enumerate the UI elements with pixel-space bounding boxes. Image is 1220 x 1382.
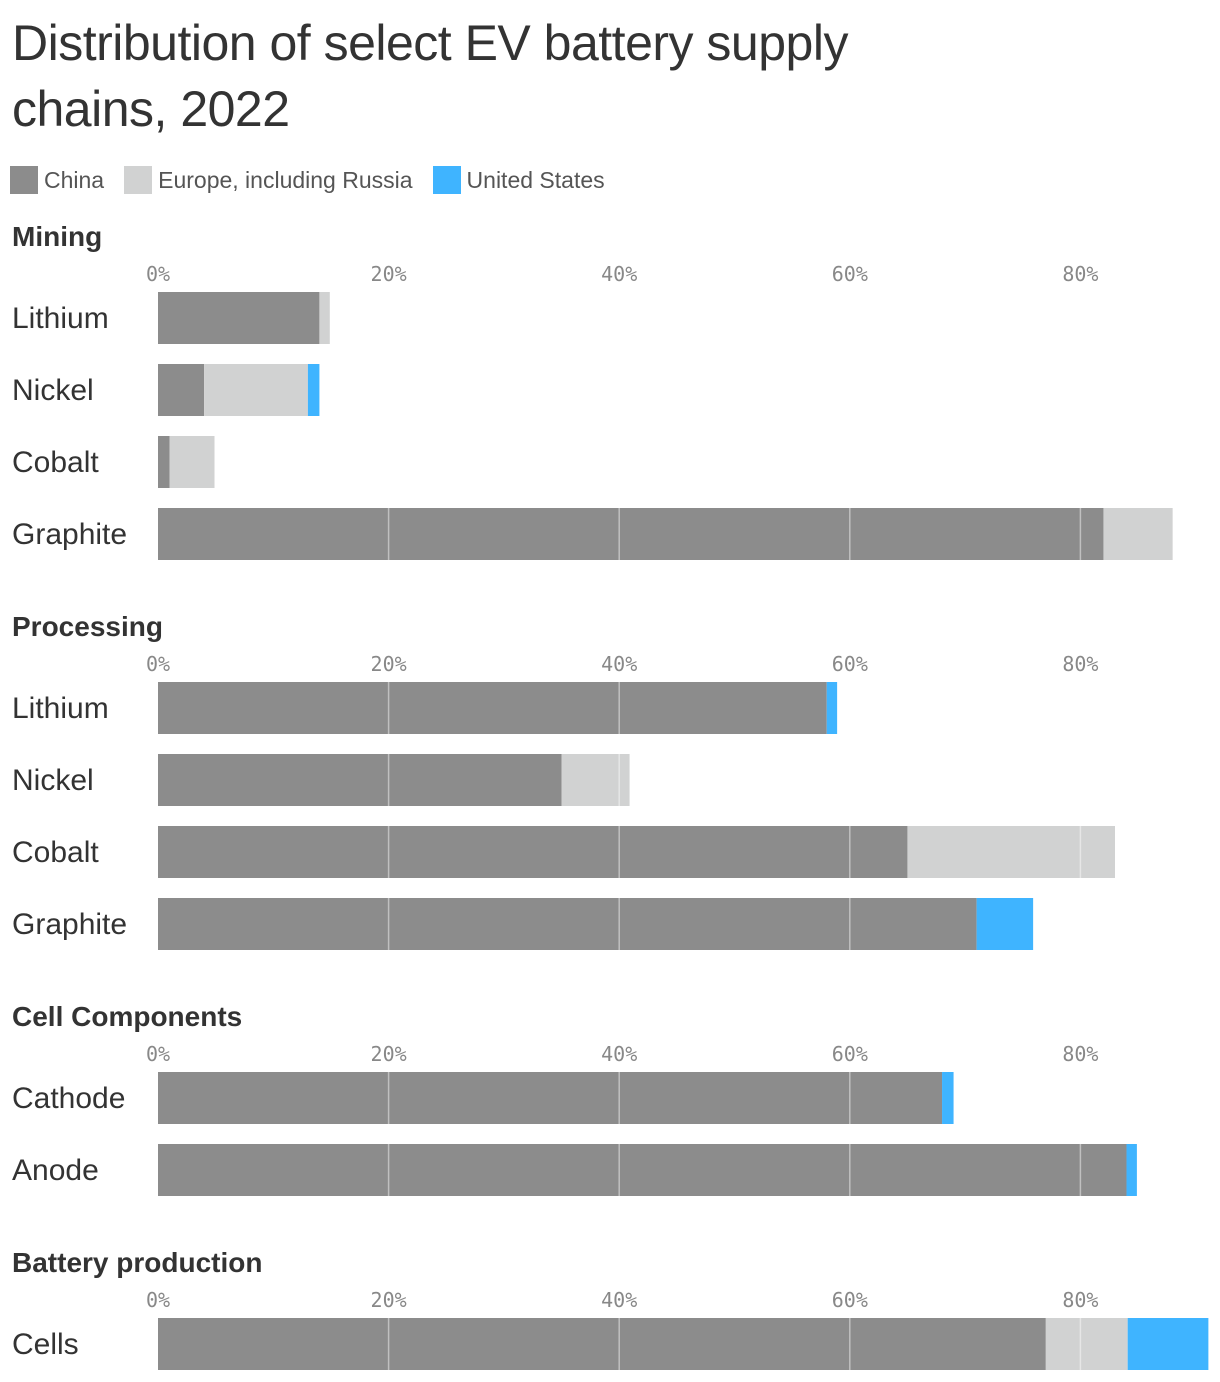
bar-battery-production-cells-china	[158, 1318, 1046, 1370]
bar-mining-lithium-china	[158, 292, 320, 344]
category-label-processing-cobalt: Cobalt	[12, 836, 99, 869]
tick-label-cell-components-0: 0%	[146, 1042, 170, 1066]
tick-label-mining-80: 80%	[1062, 262, 1098, 286]
bar-cell-components-anode-china	[158, 1144, 1127, 1196]
tick-label-battery-production-0: 0%	[146, 1288, 170, 1312]
bar-mining-cobalt-china	[158, 436, 170, 488]
category-label-processing-nickel: Nickel	[12, 764, 94, 797]
tick-label-cell-components-40: 40%	[601, 1042, 637, 1066]
bar-processing-lithium-china	[158, 682, 827, 734]
category-label-processing-graphite: Graphite	[12, 908, 127, 941]
bar-mining-lithium-europe-including-russia	[319, 292, 330, 344]
tick-label-processing-0: 0%	[146, 652, 170, 676]
section-title-processing: Processing	[12, 611, 163, 642]
bar-battery-production-cells-united-states	[1127, 1318, 1209, 1370]
tick-label-processing-60: 60%	[832, 652, 868, 676]
bar-mining-graphite-china	[158, 508, 1104, 560]
bar-processing-lithium-united-states	[826, 682, 838, 734]
bar-mining-nickel-united-states	[307, 364, 320, 416]
section-title-battery-production: Battery production	[12, 1247, 262, 1278]
section-title-mining: Mining	[12, 221, 102, 252]
bar-processing-nickel-europe-including-russia	[561, 754, 630, 806]
bar-mining-nickel-europe-including-russia	[204, 364, 308, 416]
category-label-mining-nickel: Nickel	[12, 374, 94, 407]
legend-label-china: China	[44, 166, 105, 193]
legend-swatch-europe	[124, 166, 153, 194]
tick-label-mining-20: 20%	[371, 262, 407, 286]
bar-cell-components-cathode-united-states	[942, 1072, 954, 1124]
legend-label-united-states: United States	[466, 166, 605, 193]
category-label-cell-components-cathode: Cathode	[12, 1082, 125, 1115]
category-label-cell-components-anode: Anode	[12, 1154, 99, 1187]
tick-label-battery-production-20: 20%	[371, 1288, 407, 1312]
bar-mining-nickel-china	[158, 364, 205, 416]
legend-swatch-united-states	[432, 166, 461, 194]
category-label-mining-graphite: Graphite	[12, 518, 127, 551]
tick-label-processing-40: 40%	[601, 652, 637, 676]
bar-mining-cobalt-europe-including-russia	[169, 436, 215, 488]
tick-label-cell-components-80: 80%	[1062, 1042, 1098, 1066]
category-label-battery-production-cells: Cells	[12, 1328, 79, 1361]
legend-item-europe: Europe, including Russia	[124, 166, 413, 194]
bar-battery-production-cells-europe-including-russia	[1045, 1318, 1128, 1370]
legend-swatch-china	[10, 166, 38, 194]
legend: China Europe, including Russia United St…	[10, 165, 625, 195]
bar-processing-cobalt-europe-including-russia	[907, 826, 1115, 878]
category-label-mining-cobalt: Cobalt	[12, 446, 99, 479]
bar-cell-components-anode-united-states	[1126, 1144, 1137, 1196]
bar-mining-graphite-europe-including-russia	[1103, 508, 1173, 560]
section-title-cell-components: Cell Components	[12, 1001, 242, 1032]
tick-label-mining-60: 60%	[832, 262, 868, 286]
tick-label-battery-production-60: 60%	[832, 1288, 868, 1312]
category-label-mining-lithium: Lithium	[12, 302, 109, 335]
bar-cell-components-cathode-china	[158, 1072, 943, 1124]
legend-item-china: China	[10, 166, 104, 194]
bar-processing-cobalt-china	[158, 826, 908, 878]
tick-label-cell-components-20: 20%	[371, 1042, 407, 1066]
bar-processing-graphite-united-states	[976, 898, 1034, 950]
bar-processing-graphite-china	[158, 898, 977, 950]
tick-label-battery-production-80: 80%	[1062, 1288, 1098, 1312]
tick-label-processing-20: 20%	[371, 652, 407, 676]
bar-processing-nickel-china	[158, 754, 562, 806]
tick-label-mining-40: 40%	[601, 262, 637, 286]
tick-label-processing-80: 80%	[1062, 652, 1098, 676]
legend-label-europe: Europe, including Russia	[158, 166, 413, 193]
category-label-processing-lithium: Lithium	[12, 692, 109, 725]
legend-item-united-states: United States	[432, 166, 605, 194]
tick-label-battery-production-40: 40%	[601, 1288, 637, 1312]
tick-label-cell-components-60: 60%	[832, 1042, 868, 1066]
chart-title: Distribution of select EV battery supply…	[12, 15, 848, 137]
tick-label-mining-0: 0%	[146, 262, 170, 286]
